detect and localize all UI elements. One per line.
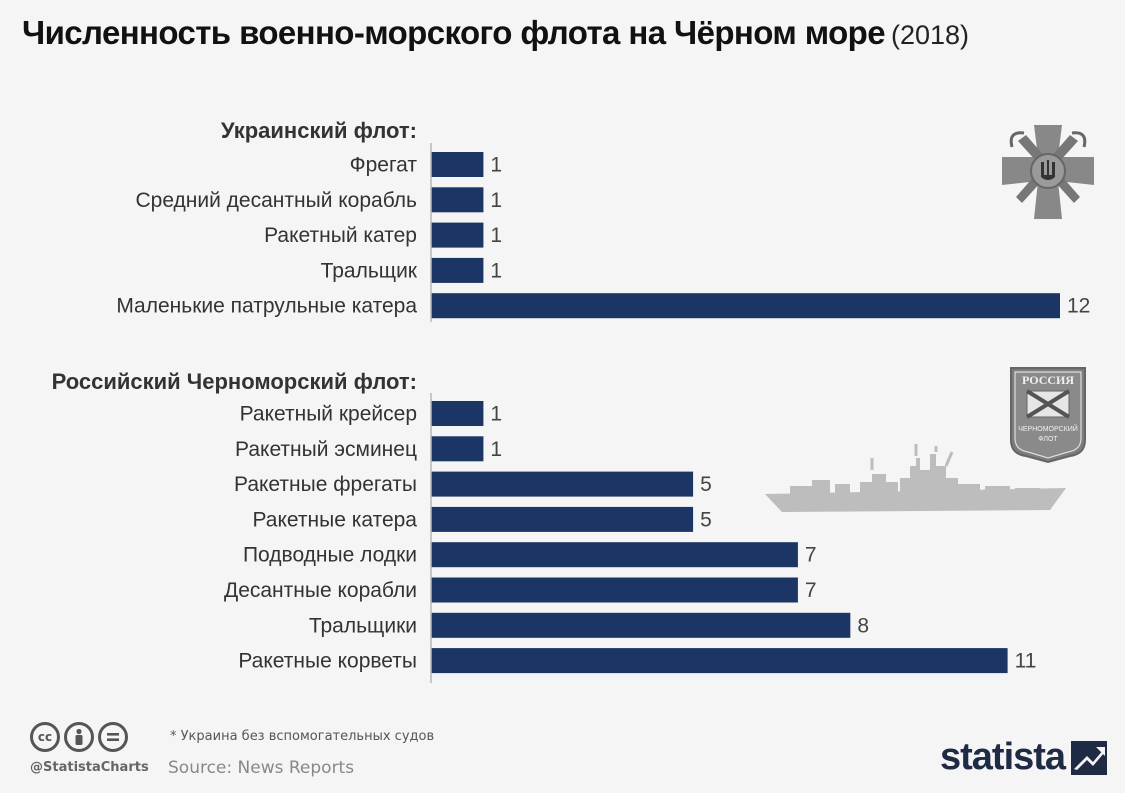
statista-logo[interactable]: statista — [940, 736, 1108, 779]
group-label: Российский Черноморский флот: — [52, 369, 417, 394]
bar — [431, 436, 484, 462]
value-label: 5 — [700, 473, 712, 496]
source-prefix: Source: — [168, 758, 233, 778]
category-label: Подводные лодки — [243, 544, 417, 567]
value-label: 7 — [805, 579, 817, 602]
category-label: Десантные корабли — [224, 579, 417, 602]
category-label: Тральщик — [321, 259, 418, 282]
category-label: Ракетный крейсер — [240, 403, 417, 426]
value-label: 1 — [490, 403, 502, 426]
source-value: News Reports — [237, 758, 355, 778]
category-label: Маленькие патрульные катера — [116, 295, 417, 318]
title-year: (2018) — [891, 20, 970, 50]
value-label: 1 — [490, 154, 502, 177]
footnote: * Украина без вспомогательных судов — [170, 729, 435, 744]
value-label: 11 — [1015, 650, 1037, 673]
cc-icon: cc — [30, 722, 60, 752]
category-label: Тральщики — [309, 614, 417, 637]
ship-mast — [944, 451, 954, 467]
bar — [431, 222, 484, 248]
title-main: Численность военно-морского флота на Чёр… — [22, 14, 886, 51]
svg-text:РОССИЯ: РОССИЯ — [1022, 373, 1074, 387]
bar — [431, 401, 484, 426]
bar — [431, 257, 484, 283]
group-label: Украинский флот: — [221, 118, 417, 143]
svg-text:ФЛОТ: ФЛОТ — [1038, 436, 1058, 443]
value-label: 1 — [490, 189, 502, 212]
statista-handle[interactable]: @StatistaCharts — [30, 760, 149, 775]
footer: cc @StatistaCharts * Украина без вспомог… — [0, 712, 1125, 793]
value-label: 5 — [700, 508, 712, 531]
bar — [431, 187, 484, 213]
source: Source: News Reports — [168, 758, 354, 778]
value-label: 12 — [1067, 295, 1090, 318]
svg-text:ЧЕРНОМОРСКИЙ: ЧЕРНОМОРСКИЙ — [1018, 424, 1078, 433]
russia-black-sea-fleet-emblem-icon: РОССИЯ ЧЕРНОМОРСКИЙ ФЛОТ — [1010, 367, 1086, 464]
bar — [431, 506, 694, 532]
license-icons: cc — [30, 722, 128, 752]
value-label: 7 — [805, 544, 817, 567]
category-label: Ракетные катера — [252, 508, 417, 531]
warship-silhouette-icon — [765, 454, 1066, 512]
chart-title: Численность военно-морского флота на Чёр… — [22, 8, 1112, 64]
statista-mark-icon — [1071, 740, 1108, 775]
bar — [431, 542, 798, 568]
bar — [431, 293, 1060, 319]
category-label: Ракетный эсминец — [235, 438, 417, 461]
value-label: 1 — [490, 259, 502, 282]
value-label: 1 — [490, 224, 502, 247]
value-label: 1 — [490, 438, 502, 461]
statista-wordmark: statista — [940, 736, 1066, 778]
chart: Украинский флот: Фрегат 1 Средний десантный… — [52, 118, 1094, 683]
bar — [431, 648, 1008, 674]
bar — [431, 471, 694, 497]
bar — [431, 152, 484, 177]
bar — [431, 577, 798, 603]
category-label: Ракетные фрегаты — [234, 473, 417, 496]
no-derivatives-icon — [98, 722, 128, 752]
ukraine-navy-emblem-icon — [1002, 125, 1094, 219]
bar — [431, 612, 851, 638]
category-label: Средний десантный корабль — [135, 189, 417, 212]
category-label: Фрегат — [350, 154, 418, 177]
value-label: 8 — [857, 614, 869, 637]
attribution-icon — [64, 722, 94, 752]
category-label: Ракетные корветы — [238, 650, 417, 673]
category-label: Ракетный катер — [264, 224, 417, 247]
